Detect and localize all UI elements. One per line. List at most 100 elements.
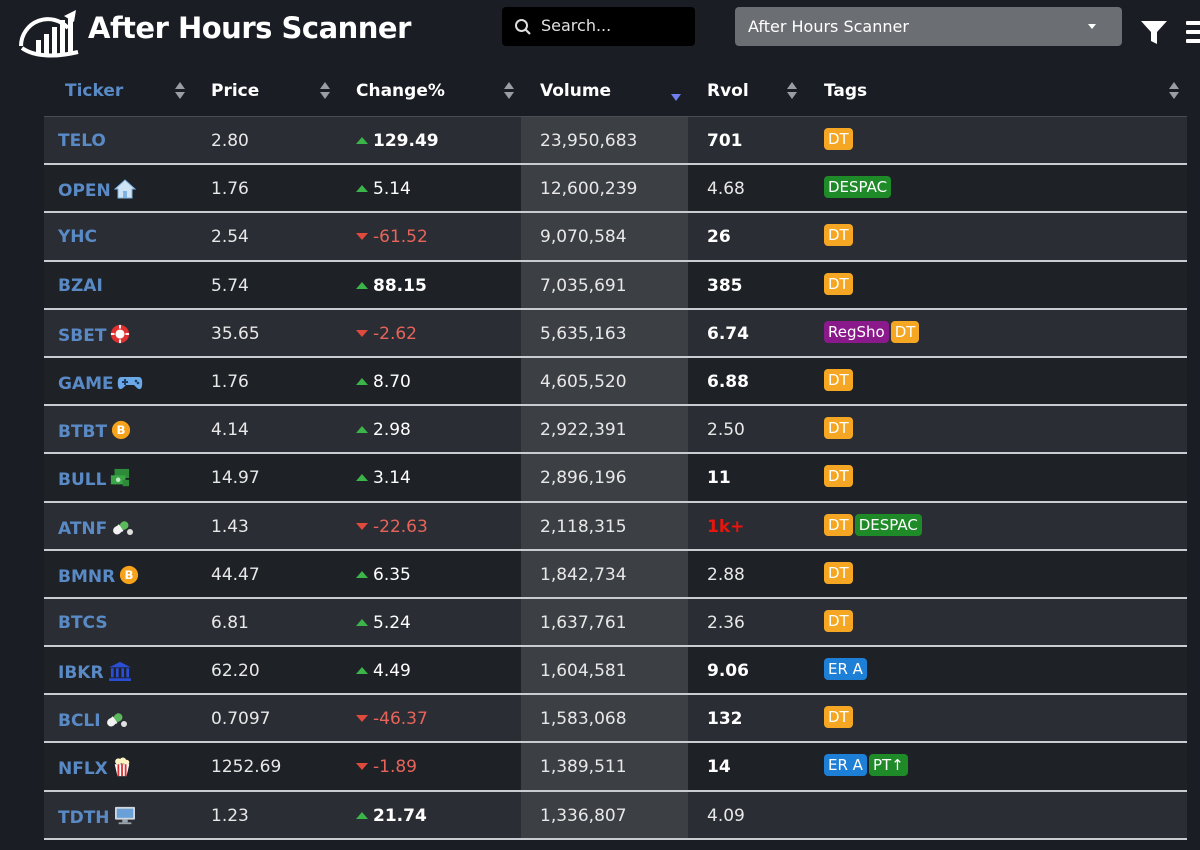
ticker-link[interactable]: OPEN	[58, 179, 137, 202]
ticker-symbol[interactable]: IBKR	[58, 663, 104, 684]
sort-descending-icon[interactable]	[671, 94, 681, 101]
table-row[interactable]: BMNR B 44.47 6.35 1,842,734 2.88 DT	[44, 550, 1187, 599]
change-cell: 88.15	[356, 276, 427, 296]
column-header-rvol[interactable]: Rvol	[707, 81, 749, 101]
tags-cell: DT	[824, 128, 855, 150]
table-row[interactable]: BULL 14.97 3.14 2,896,196 11 DT	[44, 454, 1187, 503]
volume-cell: 2,922,391	[540, 420, 627, 441]
pill-icon	[104, 709, 127, 729]
ticker-link[interactable]: BMNR B	[58, 565, 140, 587]
column-header-price[interactable]: Price	[211, 81, 260, 101]
tag-badge[interactable]: ER A	[824, 754, 867, 777]
column-header-ticker[interactable]: Ticker	[65, 81, 124, 101]
computer-icon	[113, 806, 135, 826]
ticker-link[interactable]: BTBT B	[58, 420, 132, 442]
filter-icon[interactable]	[1139, 17, 1169, 47]
table-row[interactable]: NFLX 1252.69 -1.89 1,389,511 14 ER A PT↑	[44, 743, 1187, 792]
column-header-change[interactable]: Change%	[356, 81, 445, 101]
tag-badge[interactable]: DT	[824, 513, 853, 536]
arrow-up-icon	[356, 281, 368, 289]
volume-cell: 2,896,196	[540, 468, 627, 489]
ticker-symbol[interactable]: NFLX	[58, 759, 108, 780]
ticker-symbol[interactable]: BZAI	[58, 275, 103, 296]
ticker-symbol[interactable]: BMNR	[58, 566, 116, 587]
ticker-symbol[interactable]: BCLI	[58, 711, 101, 732]
column-header-tags[interactable]: Tags	[824, 81, 868, 101]
ticker-link[interactable]: TELO	[58, 131, 106, 151]
tag-badge[interactable]: DESPAC	[824, 176, 892, 199]
price-cell: 14.97	[211, 468, 260, 489]
ticker-link[interactable]: BULL	[58, 468, 131, 490]
tag-badge[interactable]: DT	[824, 706, 853, 729]
ticker-link[interactable]: GAME	[58, 372, 142, 394]
ticker-link[interactable]: IBKR	[58, 661, 131, 684]
sort-icon[interactable]	[787, 82, 797, 100]
table-row[interactable]: OPEN 1.76 5.14 12,600,239 4.68 DESPAC	[44, 165, 1187, 214]
ticker-symbol[interactable]: BTCS	[58, 612, 108, 633]
ticker-symbol[interactable]: TDTH	[58, 807, 110, 828]
table-row[interactable]: ATNF 1.43 -22.63 2,118,315 1k+ DT DESPAC	[44, 502, 1187, 551]
volume-column-highlight	[521, 357, 688, 405]
ticker-link[interactable]: TDTH	[58, 806, 135, 828]
ticker-symbol[interactable]: GAME	[58, 373, 114, 394]
ticker-link[interactable]: BTCS	[58, 613, 108, 633]
ticker-link[interactable]: BZAI	[58, 276, 103, 296]
ticker-symbol[interactable]: BTBT	[58, 422, 108, 443]
ticker-symbol[interactable]: ATNF	[58, 518, 108, 539]
volume-column-highlight	[521, 598, 688, 646]
table-row[interactable]: SBET 35.65 -2.62 5,635,163 6.74 RegSho DT	[44, 309, 1187, 358]
ticker-symbol[interactable]: BULL	[58, 470, 107, 491]
volume-column-highlight	[521, 695, 688, 742]
sort-icon[interactable]	[504, 82, 514, 100]
arrow-up-icon	[356, 811, 368, 819]
tag-badge[interactable]: DT	[824, 609, 853, 632]
tag-badge[interactable]: DT	[824, 417, 853, 440]
ticker-link[interactable]: YHC	[58, 227, 97, 247]
tag-badge[interactable]: DT	[824, 272, 853, 295]
column-header-volume[interactable]: Volume	[540, 81, 612, 101]
ticker-symbol[interactable]: YHC	[58, 227, 98, 248]
tag-badge[interactable]: DT	[824, 128, 853, 150]
ticker-link[interactable]: ATNF	[58, 517, 134, 539]
ticker-symbol[interactable]: SBET	[58, 325, 107, 346]
table-row[interactable]: IBKR 62.20 4.49 1,604,581 9.06 ER A	[44, 647, 1187, 696]
sort-icon[interactable]	[175, 82, 185, 100]
tag-badge[interactable]: DT	[890, 320, 920, 343]
ticker-link[interactable]: BCLI	[58, 709, 127, 732]
price-cell: 0.7097	[211, 709, 271, 730]
table-row[interactable]: BZAI 5.74 88.15 7,035,691 385 DT	[44, 261, 1187, 310]
arrow-down-icon	[356, 763, 368, 771]
arrow-up-icon	[356, 474, 368, 482]
ticker-symbol[interactable]: OPEN	[58, 181, 111, 202]
tag-badge[interactable]: DT	[824, 224, 853, 247]
table-row[interactable]: BTBT B 4.14 2.98 2,922,391 2.50 DT	[44, 406, 1187, 455]
tag-badge[interactable]: DT	[824, 465, 853, 488]
sort-icon[interactable]	[1169, 82, 1179, 100]
tag-badge[interactable]: PT↑	[868, 754, 908, 777]
table-row[interactable]: BTCS 6.81 5.24 1,637,761 2.36 DT	[44, 598, 1187, 648]
ticker-link[interactable]: NFLX	[58, 757, 133, 779]
volume-column-highlight	[521, 502, 688, 549]
arrow-up-icon	[356, 618, 368, 626]
table-header: Ticker Price Change% Volume Rvol Tags	[44, 67, 1187, 117]
change-cell: -61.52	[356, 227, 428, 247]
sort-icon[interactable]	[320, 82, 330, 100]
table-row[interactable]: TDTH 1.23 21.74 1,336,807 4.09	[44, 791, 1187, 840]
search-input[interactable]: Search...	[541, 16, 612, 35]
tag-badge[interactable]: ER A	[824, 658, 867, 681]
ticker-link[interactable]: SBET	[58, 324, 131, 346]
tag-badge[interactable]: DT	[824, 368, 853, 391]
tag-badge[interactable]: DESPAC	[854, 513, 922, 536]
tag-badge[interactable]: RegSho	[824, 320, 889, 343]
volume-cell: 1,336,807	[540, 805, 627, 826]
ticker-symbol[interactable]: TELO	[58, 131, 106, 151]
table-row[interactable]: BCLI 0.7097 -46.37 1,583,068 132 DT	[44, 695, 1187, 744]
menu-icon[interactable]	[1184, 17, 1200, 47]
table-row[interactable]: GAME 1.76 8.70 4,605,520 6.88 DT	[44, 357, 1187, 407]
table-row[interactable]: YHC 2.54 -61.52 9,070,584 26 DT	[44, 213, 1187, 262]
tag-badge[interactable]: DT	[824, 561, 853, 584]
table-row[interactable]: TELO 2.80 129.49 23,950,683 701 DT	[44, 117, 1187, 166]
search-box[interactable]: Search...	[502, 7, 695, 46]
scanner-select[interactable]: After Hours Scanner	[735, 7, 1122, 46]
rvol-cell: 132	[707, 709, 743, 730]
